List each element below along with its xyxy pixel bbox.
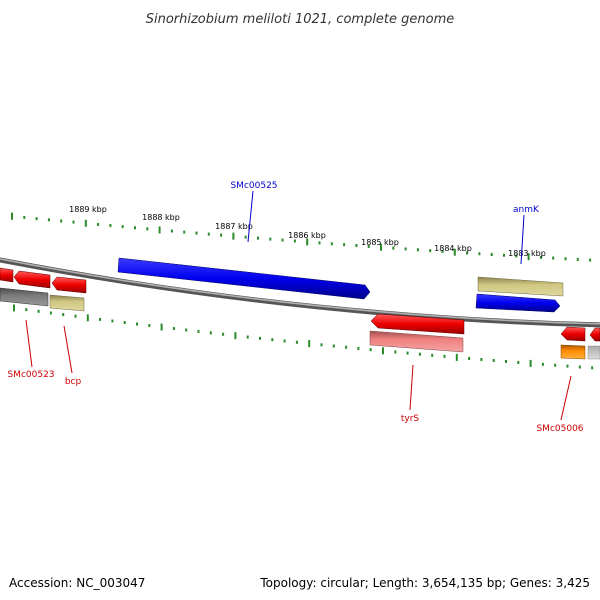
genome-backbone-highlight [0,258,600,325]
gene-reverse-arrow-right-1[interactable] [560,326,586,342]
gene-gray-bar-right[interactable] [587,345,600,360]
forward-strand-features [117,257,564,313]
gene-forward-arrow-right[interactable] [475,293,561,313]
genome-backbone [0,257,600,328]
label-leaders [25,190,572,421]
map-title: Sinorhizobium meliloti 1021, complete ge… [146,12,455,27]
outer-tick-ring [11,212,592,262]
gene-smc00525-arrow[interactable] [117,257,371,300]
accession-text: Accession: NC_003047 [9,576,146,590]
leader-smc00523 [25,319,33,368]
gene-bcp-bar[interactable] [49,294,85,312]
tick-label-1888: 1888 kbp [142,213,180,222]
gene-tyrs-arrow[interactable] [370,313,465,335]
leader-smc00525 [247,190,254,243]
gene-reverse-arrow-1[interactable] [13,270,51,289]
tick-label-1884: 1884 kbp [434,244,472,253]
tick-label-1886: 1886 kbp [288,231,326,240]
tick-labels: 1889 kbp 1888 kbp 1887 kbp 1886 kbp 1885… [69,205,546,258]
reverse-strand-features [0,267,600,360]
gene-labels: SMc00525 anmK SMc00523 bcp tyrS SMc05006 [7,181,583,434]
gene-anmk-bar[interactable] [477,276,564,297]
tick-label-1883: 1883 kbp [508,249,546,258]
gene-label-smc05006[interactable]: SMc05006 [536,424,583,434]
leader-tyrs [409,364,414,411]
leader-anmk [520,214,525,265]
gene-label-tyrs[interactable]: tyrS [401,414,420,424]
gene-label-smc00525[interactable]: SMc00525 [230,181,277,191]
gene-label-smc00523[interactable]: SMc00523 [7,370,54,380]
gene-reverse-arrow-edge[interactable] [0,267,14,283]
gene-smc05006-bar[interactable] [560,344,586,360]
gene-tyrs-bar[interactable] [369,330,464,353]
genome-summary-text: Topology: circular; Length: 3,654,135 bp… [260,576,590,590]
gene-reverse-arrow-right-2[interactable] [589,327,600,342]
inner-tick-ring [13,304,594,370]
tick-label-1889: 1889 kbp [69,205,107,214]
gene-reverse-arrow-2[interactable] [51,276,87,294]
leader-smc05006 [560,375,572,421]
gene-label-anmk[interactable]: anmK [513,205,540,215]
leader-bcp [63,325,73,374]
tick-label-1887: 1887 kbp [215,222,253,231]
tick-label-1885: 1885 kbp [361,238,399,247]
gene-smc00523-bar[interactable] [0,287,49,307]
gene-label-bcp[interactable]: bcp [65,377,82,387]
